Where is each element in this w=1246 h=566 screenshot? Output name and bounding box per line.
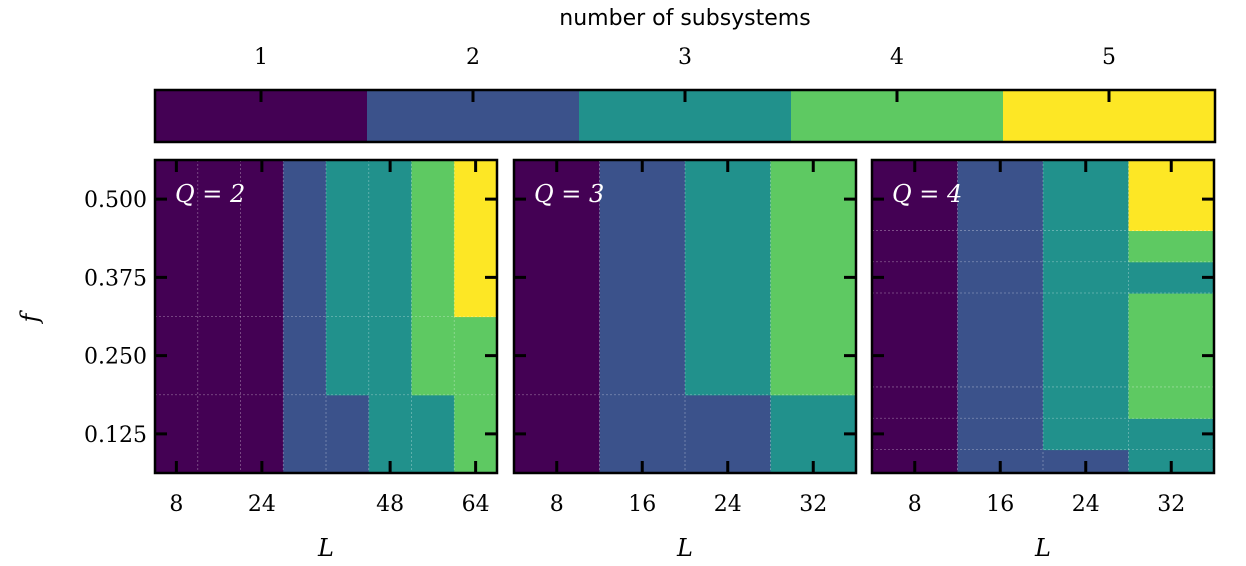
heatmap-cell-p3-r4-c0 bbox=[872, 261, 959, 294]
heatmap-cell-p3-r2-c1 bbox=[957, 386, 1044, 419]
x-axis-label-panel-3: L bbox=[1034, 534, 1051, 562]
x-tick-label-p2-3: 32 bbox=[799, 492, 827, 517]
heatmap-cell-p3-r1-c3 bbox=[1128, 418, 1215, 451]
y-tick-label-0: 0.125 bbox=[84, 423, 147, 448]
y-axis-label: f bbox=[16, 309, 44, 324]
x-axis-label-panel-2: L bbox=[676, 534, 693, 562]
colorbar-tick-label-2: 2 bbox=[466, 45, 480, 70]
x-tick-label-p1-1: 24 bbox=[248, 492, 276, 517]
heatmap-cell-p1-r0-c6 bbox=[411, 394, 455, 474]
y-tick-label-1: 0.250 bbox=[84, 345, 147, 370]
panel-frame-3 bbox=[870, 158, 1216, 475]
y-tick-label-2: 0.375 bbox=[84, 266, 147, 291]
heatmap-cell-p1-r2-c4 bbox=[326, 160, 370, 318]
x-tick-label-p3-2: 24 bbox=[1072, 492, 1100, 517]
x-tick-label-p3-0: 8 bbox=[908, 492, 922, 517]
colorbar-tick-label-1: 1 bbox=[254, 45, 268, 70]
panel-frame-1 bbox=[153, 158, 499, 475]
heatmap-cell-p1-r0-c4 bbox=[326, 394, 370, 474]
heatmap-cell-p1-r0-c3 bbox=[283, 394, 327, 474]
colorbar-label: number of subsystems bbox=[559, 6, 810, 31]
heatmap-cell-p3-r4-c3 bbox=[1128, 261, 1215, 294]
heatmap-cell-p1-r2-c1 bbox=[197, 160, 242, 318]
heatmap-cell-p1-r1-c2 bbox=[240, 316, 284, 396]
heatmap-cell-p1-r1-c3 bbox=[283, 316, 327, 396]
x-tick-label-p2-2: 24 bbox=[714, 492, 742, 517]
x-tick-label-p1-0: 8 bbox=[169, 492, 183, 517]
heatmap-cell-p3-r5-c2 bbox=[1043, 230, 1130, 263]
x-axis-label-panel-1: L bbox=[317, 534, 334, 562]
heatmap-cell-p1-r1-c6 bbox=[411, 316, 455, 396]
y-tick-label-3: 0.500 bbox=[84, 188, 147, 213]
heatmap-cell-p1-r0-c2 bbox=[240, 394, 284, 474]
heatmap-cell-p1-r0-c1 bbox=[197, 394, 242, 474]
heatmap-cell-p2-r1-c3 bbox=[770, 160, 857, 396]
heatmap-cell-p3-r5-c0 bbox=[872, 230, 959, 263]
heatmap-cell-p3-r3-c1 bbox=[957, 293, 1044, 388]
x-tick-label-p3-1: 16 bbox=[986, 492, 1014, 517]
heatmap-cell-p3-r3-c3 bbox=[1128, 293, 1215, 388]
heatmap-cell-p2-r0-c1 bbox=[599, 394, 686, 474]
heatmap-cell-p3-r1-c2 bbox=[1043, 418, 1130, 451]
heatmap-cell-p2-r1-c2 bbox=[685, 160, 772, 396]
heatmap-cell-p3-r1-c0 bbox=[872, 418, 959, 451]
colorbar-tick-label-4: 4 bbox=[890, 45, 904, 70]
heatmap-cell-p1-r2-c0 bbox=[155, 160, 199, 318]
panel-label-1: Q = 2 bbox=[175, 180, 245, 208]
heatmap-cell-p3-r4-c1 bbox=[957, 261, 1044, 294]
heatmap-cell-p2-r0-c3 bbox=[770, 394, 857, 474]
panel-label-3: Q = 4 bbox=[892, 180, 962, 208]
colorbar-frame bbox=[153, 88, 1217, 144]
x-tick-label-p2-1: 16 bbox=[628, 492, 656, 517]
heatmap-cell-p3-r2-c2 bbox=[1043, 386, 1130, 419]
heatmap-cell-p2-r1-c1 bbox=[599, 160, 686, 396]
heatmap-cell-p3-r3-c2 bbox=[1043, 293, 1130, 388]
x-tick-label-p1-2: 48 bbox=[376, 492, 404, 517]
heatmap-cell-p1-r2-c3 bbox=[283, 160, 327, 318]
heatmap-cell-p3-r4-c2 bbox=[1043, 261, 1130, 294]
heatmap-cell-p3-r5-c3 bbox=[1128, 230, 1215, 263]
heatmap-cell-p3-r3-c0 bbox=[872, 293, 959, 388]
heatmap-cell-p3-r2-c3 bbox=[1128, 386, 1215, 419]
heatmap-cell-p1-r2-c5 bbox=[368, 160, 413, 318]
heatmap-cell-p2-r1-c0 bbox=[514, 160, 601, 396]
heatmap-cell-p1-r1-c4 bbox=[326, 316, 370, 396]
heatmap-cell-p1-r1-c5 bbox=[368, 316, 413, 396]
panel-label-2: Q = 3 bbox=[534, 180, 604, 208]
x-tick-label-p3-3: 32 bbox=[1157, 492, 1185, 517]
x-tick-label-p1-3: 64 bbox=[462, 492, 490, 517]
heatmap-cell-p2-r0-c0 bbox=[514, 394, 601, 474]
panel-frame-2 bbox=[512, 158, 858, 475]
heatmap-cell-p2-r0-c2 bbox=[685, 394, 772, 474]
colorbar-tick-label-5: 5 bbox=[1102, 45, 1116, 70]
heatmap-cell-p3-r1-c1 bbox=[957, 418, 1044, 451]
heatmap-cell-p1-r2-c7 bbox=[454, 160, 498, 318]
heatmap-cell-p1-r0-c5 bbox=[368, 394, 413, 474]
heatmap-cell-p3-r2-c0 bbox=[872, 386, 959, 419]
colorbar-tick-label-3: 3 bbox=[678, 45, 692, 70]
heatmap-cell-p1-r1-c1 bbox=[197, 316, 242, 396]
heatmap-cell-p1-r2-c6 bbox=[411, 160, 455, 318]
heatmap-cell-p3-r5-c1 bbox=[957, 230, 1044, 263]
x-tick-label-p2-0: 8 bbox=[550, 492, 564, 517]
heatmap-cell-p1-r2-c2 bbox=[240, 160, 284, 318]
